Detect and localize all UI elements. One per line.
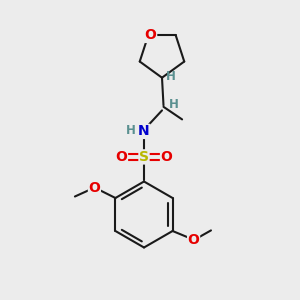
- Text: H: H: [169, 98, 179, 111]
- Text: N: N: [138, 124, 150, 138]
- Text: O: O: [145, 28, 157, 42]
- Text: H: H: [166, 70, 176, 83]
- Text: O: O: [188, 233, 200, 247]
- Text: O: O: [160, 150, 172, 164]
- Text: S: S: [139, 150, 149, 164]
- Text: H: H: [126, 124, 136, 137]
- Text: O: O: [88, 181, 101, 194]
- Text: O: O: [116, 150, 128, 164]
